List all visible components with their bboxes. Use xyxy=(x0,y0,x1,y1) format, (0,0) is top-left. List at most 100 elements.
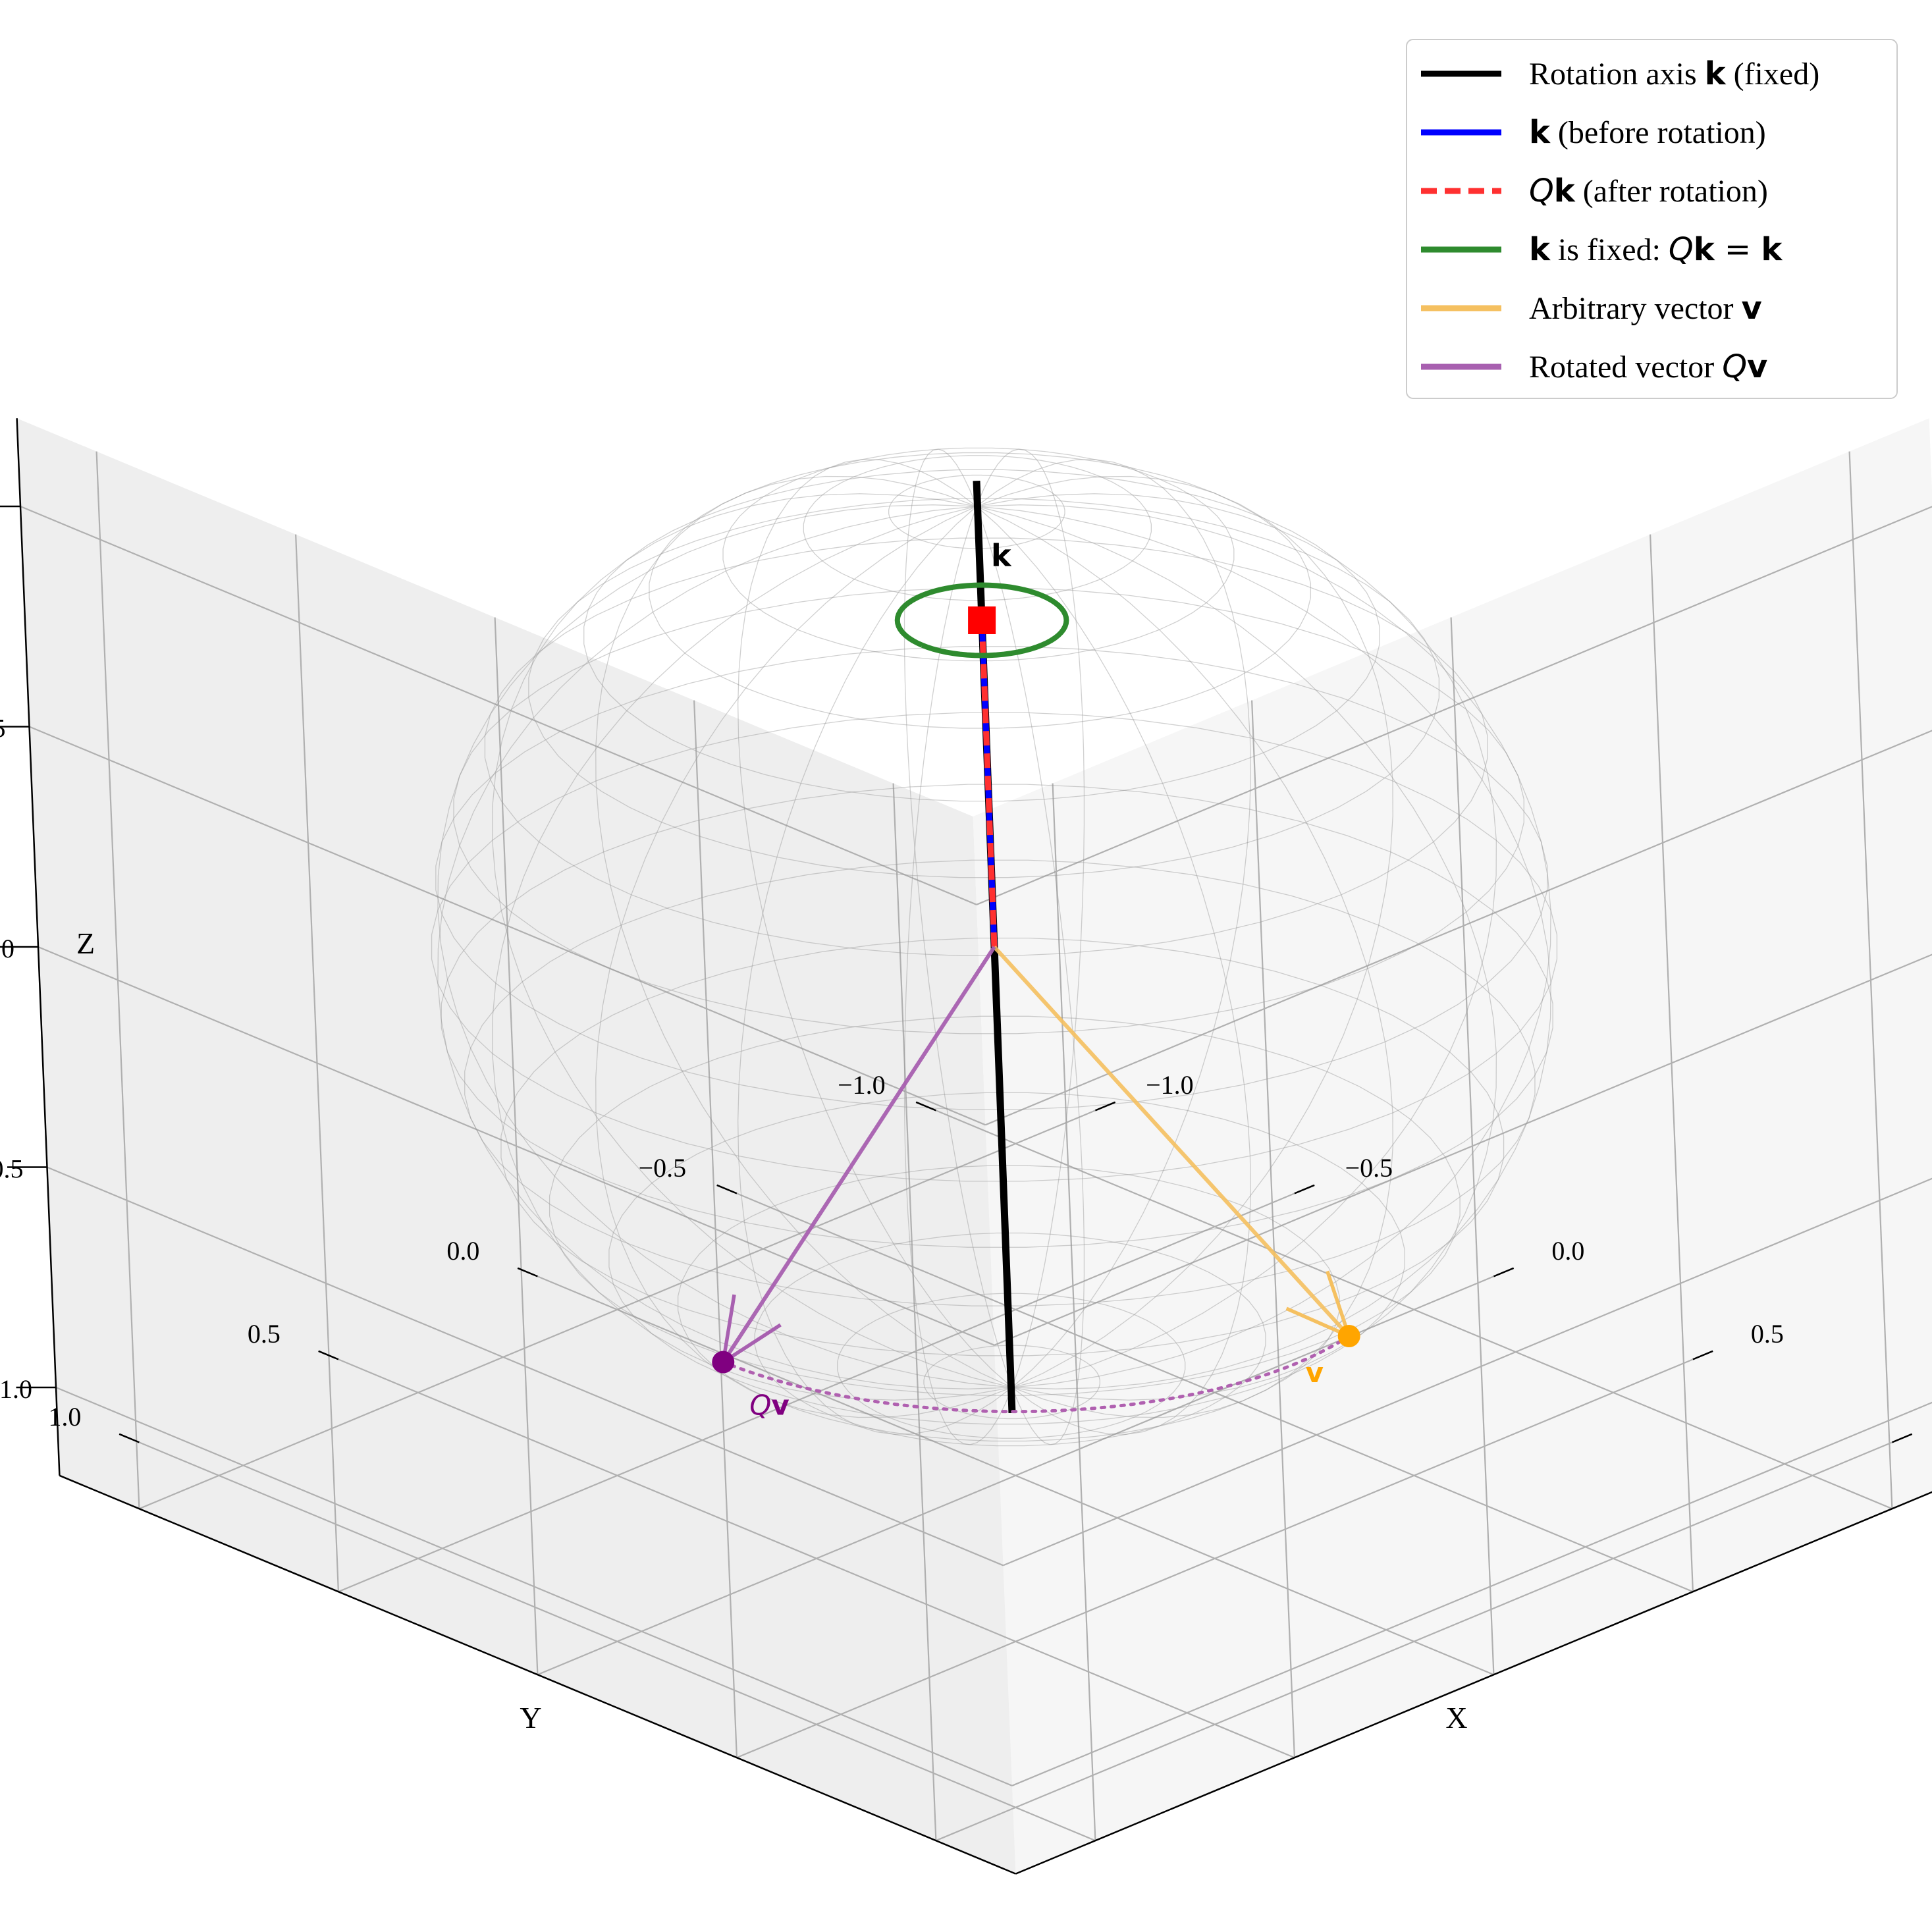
grid-line xyxy=(985,730,1932,1126)
y-tick xyxy=(1094,1101,1116,1112)
y-tick xyxy=(1294,1184,1315,1194)
sphere-parallel xyxy=(583,469,1380,802)
sphere-parallel xyxy=(803,455,1152,601)
grid-line xyxy=(1003,1177,1932,1567)
y-tick-label: −1.0 xyxy=(1146,1070,1194,1100)
sphere-parallel xyxy=(608,1092,1405,1425)
sphere-parallel xyxy=(677,1165,1340,1442)
sphere-parallel xyxy=(453,587,1524,1034)
y-axis-label: Y xyxy=(520,1701,541,1734)
qv-annotation: Qv xyxy=(749,1389,789,1422)
qv-vector-line xyxy=(721,946,996,1364)
grid-line xyxy=(20,505,977,905)
x-tick-label: 0.0 xyxy=(446,1236,479,1266)
x-axis-label: X xyxy=(1445,1701,1467,1734)
sphere-parallel xyxy=(888,474,1065,549)
sphere-meridian xyxy=(976,475,1393,1388)
y-axis-line xyxy=(1015,1491,1932,1875)
sphere-meridian xyxy=(595,506,1013,1418)
sphere-parallel xyxy=(722,447,1235,662)
sphere-meridian xyxy=(976,493,1497,1388)
grid-lines xyxy=(20,451,1932,1842)
sphere-meridian xyxy=(492,506,1013,1401)
sphere-parallel xyxy=(484,537,1488,957)
y-tick xyxy=(1891,1433,1913,1443)
axis-ticks: −1.0−0.50.00.51.0−1.0−0.50.00.51.0−1.0−0… xyxy=(0,505,1913,1443)
sphere-meridian xyxy=(976,506,1085,1445)
grid-line xyxy=(736,1358,1694,1759)
x-tick-label: −0.5 xyxy=(639,1153,687,1183)
sphere-meridian xyxy=(903,448,1013,1388)
sphere-meridian xyxy=(737,459,1013,1388)
sphere-meridian xyxy=(976,506,1497,1401)
sphere-meridian xyxy=(976,448,1085,1388)
v-marker xyxy=(1337,1325,1360,1347)
grid-line xyxy=(47,1166,1004,1567)
z-tick-label: 0.5 xyxy=(0,714,6,743)
grid-line xyxy=(338,1193,1295,1593)
v-annotation: v xyxy=(1306,1356,1324,1389)
x-tick xyxy=(915,1101,936,1112)
legend-label: Qk (after rotation) xyxy=(1529,173,1768,209)
x-axis-line xyxy=(59,1474,1016,1875)
z-tick-label: −1.0 xyxy=(0,1374,32,1404)
sphere-meridian xyxy=(737,506,1013,1435)
axis-labels: X Y Z xyxy=(76,926,1468,1734)
grid-line xyxy=(976,506,1932,905)
sphere-meridian xyxy=(976,506,1551,1389)
y-tick xyxy=(1692,1350,1713,1360)
grid-line xyxy=(935,1441,1892,1842)
x-tick xyxy=(517,1267,538,1277)
legend-label: Rotation axis k (fixed) xyxy=(1529,55,1819,92)
z-axis-label: Z xyxy=(76,926,95,960)
grid-line xyxy=(994,953,1932,1346)
sphere-meridian xyxy=(492,493,1013,1388)
sphere-parallel xyxy=(836,1293,1186,1439)
x-tick xyxy=(119,1433,140,1443)
grid-line xyxy=(1011,1401,1932,1786)
v-vector-line xyxy=(992,945,1351,1338)
legend-box xyxy=(1406,39,1898,399)
grid-line xyxy=(55,1386,1013,1786)
k-annotation: k xyxy=(991,538,1012,574)
unit-sphere-wireframe xyxy=(431,447,1558,1447)
sphere-meridian xyxy=(595,475,1013,1388)
sphere-meridian xyxy=(976,506,1393,1418)
x-tick-label: 1.0 xyxy=(48,1402,81,1432)
axis-panes xyxy=(16,418,1932,1874)
x-tick xyxy=(318,1350,339,1360)
y-tick-label: −0.5 xyxy=(1345,1153,1393,1183)
grid-line xyxy=(138,1110,1096,1510)
y-tick-label: 0.5 xyxy=(1751,1319,1784,1349)
z-tick-label: 0.0 xyxy=(0,934,14,963)
qk-after-line xyxy=(979,620,998,948)
y-tick xyxy=(1493,1267,1515,1277)
x-tick-label: 0.5 xyxy=(248,1319,281,1349)
grid-line xyxy=(29,726,986,1126)
legend-label: k (before rotation) xyxy=(1529,114,1766,151)
sphere-meridian xyxy=(903,506,1013,1445)
legend: Rotation axis k (fixed) k (before rotatio… xyxy=(1406,39,1898,399)
sphere-parallel xyxy=(649,452,1312,729)
sphere-parallel xyxy=(431,712,1558,1182)
legend-label: k is fixed: Qk = k xyxy=(1529,231,1783,268)
y-tick-label: 0.0 xyxy=(1551,1236,1584,1266)
vectors: k v Qv xyxy=(712,480,1360,1422)
sphere-meridian xyxy=(976,459,1252,1388)
x-tick-label: −1.0 xyxy=(838,1070,886,1100)
grid-line xyxy=(537,1275,1494,1676)
sphere-parallel xyxy=(464,859,1536,1306)
sphere-parallel xyxy=(500,937,1505,1356)
sphere-parallel xyxy=(754,1232,1266,1447)
legend-label: Rotated vector Qv xyxy=(1529,348,1767,385)
sphere-parallel xyxy=(528,498,1440,878)
qv-marker xyxy=(712,1351,735,1374)
sphere-parallel xyxy=(923,1345,1100,1420)
sphere-parallel xyxy=(441,784,1553,1248)
grid-line xyxy=(38,946,995,1346)
sphere-parallel xyxy=(549,1015,1461,1396)
z-tick-label: −0.5 xyxy=(0,1154,24,1184)
k-marker xyxy=(968,606,996,634)
sphere-meridian xyxy=(976,506,1252,1435)
